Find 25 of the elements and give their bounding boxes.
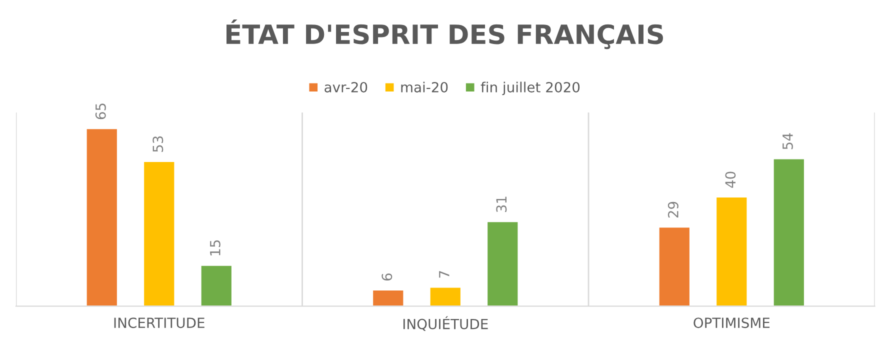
bar bbox=[658, 226, 691, 306]
data-label: 31 bbox=[496, 196, 507, 212]
bar bbox=[772, 158, 806, 306]
data-label: 6 bbox=[382, 274, 392, 280]
data-label: 40 bbox=[725, 172, 736, 188]
x-tick-label: INQUIÉTUDE bbox=[403, 316, 488, 331]
data-label: 29 bbox=[668, 202, 678, 218]
bar bbox=[372, 289, 405, 306]
legend-label: avr-20 bbox=[324, 82, 368, 92]
chart-title: ÉTAT D'ESPRIT DES FRANÇAIS bbox=[226, 19, 663, 50]
x-tick-label: INCERTITUDE bbox=[114, 318, 204, 328]
x-tick-label: OPTIMISME bbox=[694, 318, 770, 328]
bar bbox=[428, 286, 462, 306]
bar bbox=[142, 160, 176, 306]
bar bbox=[85, 128, 118, 306]
bar bbox=[486, 220, 520, 306]
legend-label: fin juillet 2020 bbox=[480, 82, 580, 96]
data-label: 53 bbox=[152, 136, 164, 152]
data-label: 65 bbox=[95, 104, 106, 120]
bar bbox=[715, 196, 748, 306]
legend-label: mai-20 bbox=[401, 82, 448, 92]
bar bbox=[200, 264, 233, 306]
data-label: 15 bbox=[210, 240, 220, 256]
data-label: 54 bbox=[782, 133, 793, 150]
data-label: 7 bbox=[439, 271, 450, 278]
